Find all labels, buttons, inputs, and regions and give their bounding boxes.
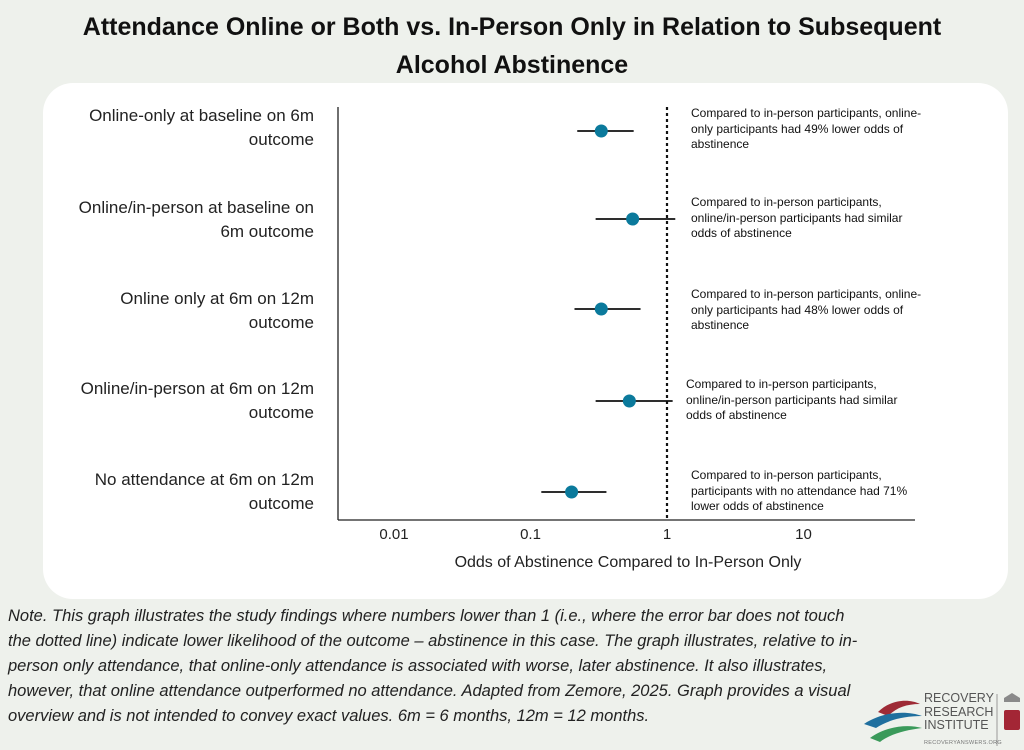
- logo-url: RECOVERYANSWERS.ORG: [924, 740, 1002, 746]
- x-axis-label: Odds of Abstinence Compared to In-Person…: [454, 554, 802, 571]
- footnote: Note. This graph illustrates the study f…: [8, 607, 858, 725]
- point-estimate: [565, 485, 579, 499]
- row-annotation: Compared to in-person participants, part…: [691, 468, 908, 513]
- row-label: Online/in-person at 6m on 12m outcome: [80, 379, 314, 422]
- row-label: Online-only at baseline on 6m outcome: [89, 106, 314, 149]
- logo-text: RECOVERY RESEARCH INSTITUTE: [924, 691, 994, 733]
- point-estimate: [594, 302, 608, 316]
- point-estimate: [626, 212, 640, 226]
- row-label: Online only at 6m on 12m outcome: [120, 289, 314, 332]
- point-estimate: [622, 394, 636, 408]
- row-label: Online/in-person at baseline on 6m outco…: [78, 198, 314, 241]
- logo-line-2: RESEARCH: [924, 704, 994, 719]
- row-label: No attendance at 6m on 12m outcome: [94, 470, 314, 513]
- x-tick-label: 10: [795, 526, 812, 543]
- logo-line-3: INSTITUTE: [924, 718, 989, 732]
- row-annotation: Compared to in-person participants, onli…: [691, 287, 922, 332]
- row-annotation: Compared to in-person participants, onli…: [686, 377, 898, 422]
- logo-swoosh-green: [870, 726, 922, 742]
- recovery-research-institute-logo: [864, 693, 1020, 746]
- row-annotation: Compared to in-person participants, onli…: [691, 195, 903, 240]
- forest-plot: 0.01 0.1 1 10: [337, 107, 915, 543]
- logo-swoosh-red: [878, 700, 920, 716]
- row-annotation: Compared to in-person participants, onli…: [691, 106, 922, 151]
- x-tick-label: 1: [663, 526, 671, 543]
- chart-card: 0.01 0.1 1 10 Online-only at baseline on 6m…: [43, 83, 1008, 599]
- x-tick-label: 0.1: [520, 526, 541, 543]
- logo-line-1: RECOVERY: [924, 691, 994, 705]
- chart-title: Attendance Online or Both vs. In-Person …: [82, 13, 942, 79]
- logo-swoosh-blue: [864, 712, 922, 728]
- point-estimate: [594, 124, 608, 138]
- logo-shield-icon: [1004, 693, 1020, 730]
- x-tick-label: 0.01: [379, 526, 408, 543]
